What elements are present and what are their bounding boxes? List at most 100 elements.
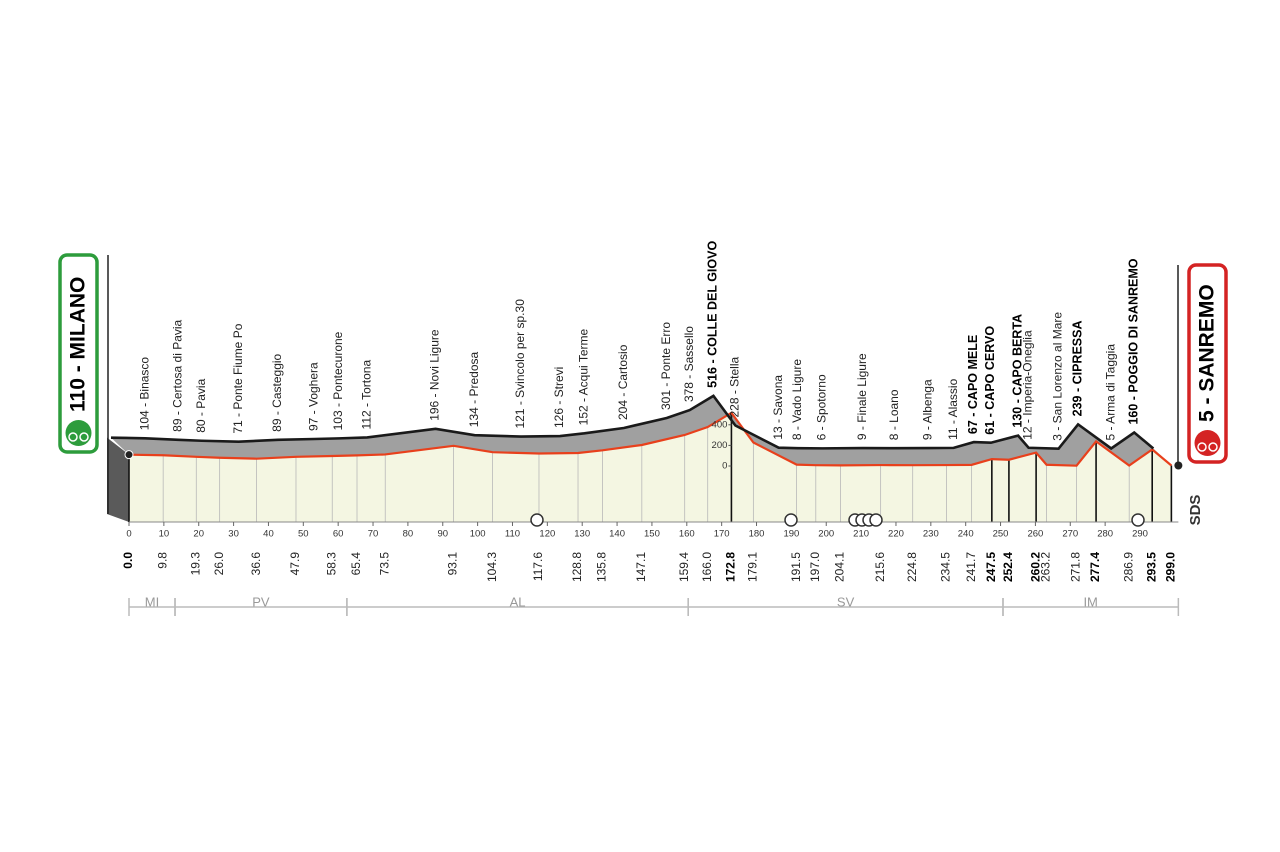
km-label: 197.0: [808, 552, 822, 582]
x-tick-label: 90: [437, 529, 448, 540]
x-tick-label: 70: [368, 529, 379, 540]
waypoint-label: 13 - Savona: [771, 375, 785, 440]
x-tick-label: 150: [644, 529, 660, 540]
logo: SDS: [1187, 495, 1204, 526]
x-tick-label: 230: [923, 529, 939, 540]
km-label: 19.3: [188, 552, 202, 576]
km-label: 247.5: [984, 552, 998, 582]
x-tick-label: 190: [783, 529, 799, 540]
waypoint-label: 89 - Certosa di Pavia: [170, 319, 184, 431]
x-tick-label: 260: [1027, 529, 1043, 540]
badge: [1187, 263, 1228, 464]
km-label: 26.0: [212, 552, 226, 576]
icon: [530, 513, 544, 527]
km-label: 73.5: [377, 552, 391, 576]
waypoint-label: 152 - Acqui Terme: [577, 329, 591, 426]
km-label: 204.1: [833, 552, 847, 582]
km-label: 166.0: [700, 552, 714, 582]
waypoint-label: 89 - Casteggio: [270, 353, 284, 431]
km-label: 234.5: [939, 552, 953, 582]
km-label: 47.9: [288, 552, 302, 576]
x-tick-label: 20: [193, 529, 204, 540]
km-label: 9.8: [155, 552, 169, 569]
km-label: 215.6: [873, 552, 887, 582]
km-label: 252.4: [1001, 552, 1015, 582]
waypoint-label: 130 - CAPO BERTA: [1010, 314, 1024, 428]
km-label: 147.1: [634, 552, 648, 582]
km-label: 159.4: [677, 552, 691, 582]
waypoint-label: 97 - Voghera: [306, 362, 320, 431]
x-tick-label: 40: [263, 529, 274, 540]
x-tick-label: 160: [679, 529, 695, 540]
waypoint-label: 134 - Predosa: [467, 351, 481, 427]
km-label: 299.0: [1164, 552, 1178, 582]
x-tick-label: 220: [888, 529, 904, 540]
km-label: 58.3: [324, 552, 338, 576]
km-label: 179.1: [746, 552, 760, 582]
waypoint-label: 103 - Pontecurone: [331, 331, 345, 430]
waypoint-label: 61 - CAPO CERVO: [983, 326, 997, 435]
y-tick-label: 0: [722, 461, 727, 472]
profile-side: [107, 437, 129, 522]
x-tick-label: 180: [749, 529, 765, 540]
waypoint-label: 301 - Ponte Erro: [659, 322, 673, 410]
region-label: MI: [145, 594, 159, 609]
x-tick-label: 290: [1132, 529, 1148, 540]
x-tick-label: 120: [539, 529, 555, 540]
waypoint-label: 378 - Sassello: [682, 326, 696, 402]
km-label: 271.8: [1069, 552, 1083, 582]
start-dot: [124, 450, 134, 460]
km-label: 36.6: [249, 552, 263, 576]
badge-icon-wheel: [1197, 442, 1207, 452]
region-label: SV: [837, 594, 855, 609]
waypoint-label: 80 - Pavia: [194, 378, 208, 432]
badge-label: 110 - MILANO: [67, 277, 90, 412]
waypoint-label: 160 - POGGIO DI SANREMO: [1126, 258, 1140, 424]
badge-icon-wheel: [1208, 442, 1218, 452]
km-label: 224.8: [905, 552, 919, 582]
icon: [869, 513, 883, 527]
km-label: 104.3: [485, 552, 499, 582]
profile-top-line: [110, 394, 1155, 451]
waypoint-label: 516 - COLLE DEL GIOVO: [706, 241, 720, 388]
x-tick-label: 50: [298, 529, 309, 540]
y-tick-label: 200: [712, 440, 728, 451]
x-tick-label: 200: [818, 529, 834, 540]
km-label: 65.4: [349, 552, 363, 576]
waypoint-label: 9 - Albenga: [921, 379, 935, 440]
waypoint-label: 3 - San Lorenzo al Mare: [1051, 312, 1065, 441]
waypoint-label: 6 - Spotorno: [815, 374, 829, 440]
waypoint-label: 121 - Svincolo per sp.30: [513, 299, 527, 429]
km-label: 263.2: [1039, 552, 1053, 582]
x-tick-label: 80: [403, 529, 414, 540]
waypoint-label: 67 - CAPO MELE: [966, 335, 980, 434]
km-label: 260.2: [1028, 552, 1042, 582]
x-tick-label: 250: [993, 529, 1009, 540]
x-tick-label: 280: [1097, 529, 1113, 540]
x-tick-label: 0: [126, 529, 131, 540]
x-tick-label: 170: [714, 529, 730, 540]
y-tick-label: 400: [712, 419, 728, 430]
badge: [58, 253, 99, 454]
waypoint-label: 126 - Strevi: [552, 367, 566, 428]
badge-icon: [65, 420, 92, 446]
region-label: IM: [1083, 594, 1097, 609]
waypoint-label: 8 - Loano: [887, 389, 901, 440]
km-label: 191.5: [789, 552, 803, 582]
km-label: 277.4: [1088, 552, 1102, 582]
badge-icon-wheel: [68, 432, 78, 442]
km-label: 286.9: [1121, 552, 1135, 582]
waypoint-label: 228 - Stella: [728, 356, 742, 417]
waypoint-label: 11 - Alassio: [946, 378, 960, 439]
x-tick-label: 60: [333, 529, 344, 540]
waypoint-label: 104 - Binasco: [137, 357, 151, 431]
region-label: AL: [510, 594, 526, 609]
x-tick-label: 270: [1062, 529, 1078, 540]
waypoint-label: 9 - Finale Ligure: [855, 353, 869, 440]
waypoint-label: 8 - Vado Ligure: [790, 359, 804, 440]
x-tick-label: 100: [470, 529, 486, 540]
km-label: 293.5: [1144, 552, 1158, 582]
icon: [1131, 513, 1145, 527]
x-tick-label: 110: [505, 529, 520, 540]
